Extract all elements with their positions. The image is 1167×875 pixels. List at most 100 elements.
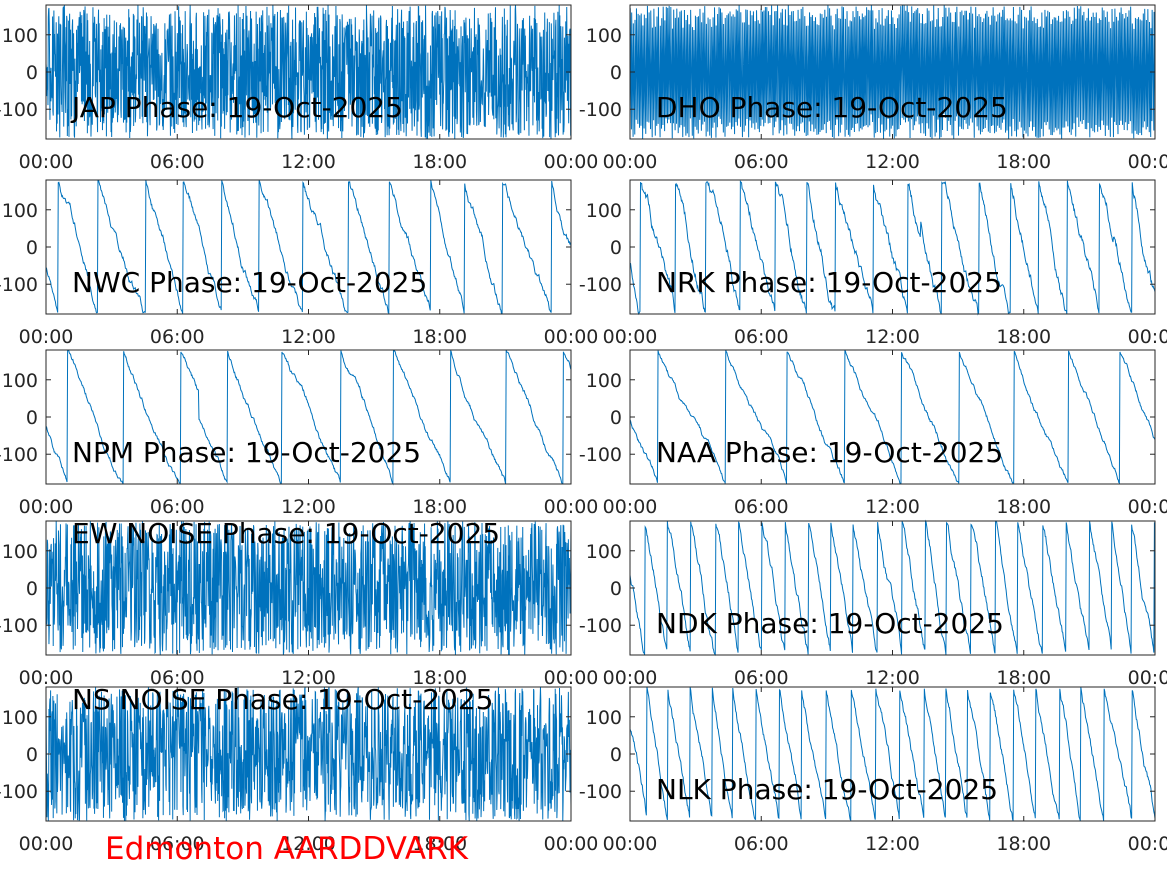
y-tick-label: 100 (586, 541, 622, 563)
y-tick-label: -100 (0, 444, 38, 466)
panel-title-dho: DHO Phase: 19-Oct-2025 (656, 91, 1008, 124)
panel-ns_noise: 100 0 -100 00:00 06:00 12:00 18:00 00:00 NS NOIS… (0, 683, 598, 855)
x-tick-label: 00:00 (544, 667, 599, 689)
x-tick-label: 00:00 (19, 833, 74, 855)
y-tick-label: -100 (579, 99, 622, 121)
x-tick-label: 12:00 (281, 151, 336, 173)
y-tick-label: 0 (610, 237, 622, 259)
panel-title-naa: NAA Phase: 19-Oct-2025 (656, 436, 1003, 469)
x-tick-label: 12:00 (281, 496, 336, 518)
y-tick-label: 0 (610, 578, 622, 600)
y-tick-label: -100 (0, 99, 38, 121)
x-tick-label: 06:00 (734, 151, 789, 173)
series-line-ndk (629, 519, 1156, 657)
x-tick-label: 00:00 (19, 496, 74, 518)
x-tick-label: 18:00 (412, 667, 467, 689)
x-tick-label: 18:00 (412, 151, 467, 173)
x-tick-label: 00:00 (603, 326, 658, 348)
y-tick-label: 100 (2, 200, 38, 222)
panel-title-ew_noise: EW NOISE Phase: 19-Oct-2025 (72, 517, 500, 550)
series-line-naa (629, 349, 1156, 485)
x-tick-label: 06:00 (150, 667, 205, 689)
x-tick-label: 06:00 (150, 496, 205, 518)
y-tick-label: 100 (2, 541, 38, 563)
x-tick-label: 12:00 (281, 667, 336, 689)
y-tick-label: -100 (0, 781, 38, 803)
x-tick-label: 00:00 (603, 151, 658, 173)
y-tick-label: 100 (2, 707, 38, 729)
panel-jap: 100 0 -100 00:00 06:00 12:00 18:00 00:00 JAP Pha… (0, 4, 599, 173)
series-line-dho (629, 5, 1156, 139)
footer-station-label: Edmonton AARDDVARK (105, 831, 469, 867)
x-tick-label: 00:00 (1128, 496, 1167, 518)
x-tick-label: 12:00 (865, 496, 920, 518)
x-tick-label: 00:00 (603, 833, 658, 855)
y-tick-label: 0 (26, 744, 38, 766)
y-tick-label: -100 (579, 781, 622, 803)
x-tick-label: 06:00 (150, 833, 205, 855)
panel-title-nwc: NWC Phase: 19-Oct-2025 (72, 266, 427, 299)
y-tick-label: 0 (610, 744, 622, 766)
panel-title-ndk: NDK Phase: 19-Oct-2025 (656, 607, 1004, 640)
x-tick-label: 12:00 (865, 151, 920, 173)
panel-ew_noise: 100 0 -100 00:00 06:00 12:00 18:00 00:00 EW NOIS… (0, 517, 598, 689)
y-tick-label: 0 (610, 407, 622, 429)
x-tick-label: 00:00 (544, 496, 599, 518)
y-tick-label: 100 (586, 25, 622, 47)
panel-dho: 100 0 -100 00:00 06:00 12:00 18:00 00:00 DHO Pha… (579, 4, 1167, 173)
x-tick-label: 06:00 (734, 833, 789, 855)
x-tick-label: 06:00 (734, 667, 789, 689)
y-tick-label: 0 (26, 237, 38, 259)
y-tick-label: 100 (586, 200, 622, 222)
panel-title-ns_noise: NS NOISE Phase: 19-Oct-2025 (72, 683, 493, 716)
x-tick-label: 06:00 (734, 326, 789, 348)
x-tick-label: 00:00 (603, 496, 658, 518)
panel-title-nrk: NRK Phase: 19-Oct-2025 (656, 266, 1002, 299)
panel-title-nlk: NLK Phase: 19-Oct-2025 (656, 773, 998, 806)
x-tick-label: 00:00 (1128, 326, 1167, 348)
panel-nlk: 100 0 -100 00:00 06:00 12:00 18:00 00:00 NLK Pha… (579, 686, 1167, 855)
x-tick-label: 12:00 (865, 833, 920, 855)
y-tick-label: -100 (579, 615, 622, 637)
x-tick-label: 00:00 (544, 151, 599, 173)
x-tick-label: 00:00 (544, 326, 599, 348)
y-tick-label: 100 (2, 370, 38, 392)
x-tick-label: 00:00 (544, 833, 599, 855)
x-tick-label: 00:00 (603, 667, 658, 689)
panel-title-npm: NPM Phase: 19-Oct-2025 (72, 436, 421, 469)
x-tick-label: 12:00 (281, 833, 336, 855)
x-tick-label: 00:00 (19, 151, 74, 173)
panel-npm: 100 0 -100 00:00 06:00 12:00 18:00 00:00 NPM Pha… (0, 349, 599, 518)
y-tick-label: 100 (586, 707, 622, 729)
y-tick-label: -100 (0, 274, 38, 296)
x-tick-label: 18:00 (412, 496, 467, 518)
x-tick-label: 06:00 (150, 326, 205, 348)
series-line-jap (45, 5, 572, 139)
x-tick-label: 00:00 (1128, 833, 1167, 855)
series-line-npm (45, 349, 572, 486)
panel-nwc: 100 0 -100 00:00 06:00 12:00 18:00 00:00 NWC Pha… (0, 179, 599, 348)
x-tick-label: 18:00 (412, 326, 467, 348)
y-tick-label: 0 (26, 62, 38, 84)
x-tick-label: 00:00 (19, 326, 74, 348)
panel-title-jap: JAP Phase: 19-Oct-2025 (70, 91, 403, 124)
series-line-nwc (45, 179, 572, 315)
y-tick-label: -100 (0, 615, 38, 637)
series-line-ew_noise (45, 521, 572, 655)
x-tick-label: 06:00 (734, 496, 789, 518)
x-tick-label: 18:00 (996, 151, 1051, 173)
y-tick-label: 0 (610, 62, 622, 84)
x-tick-label: 12:00 (281, 326, 336, 348)
y-tick-label: 0 (26, 578, 38, 600)
x-tick-label: 18:00 (996, 496, 1051, 518)
x-tick-label: 12:00 (865, 326, 920, 348)
series-line-ns_noise (45, 686, 572, 822)
y-tick-label: 100 (2, 25, 38, 47)
x-tick-label: 00:00 (19, 667, 74, 689)
panel-nrk: 100 0 -100 00:00 06:00 12:00 18:00 00:00 NRK Pha… (579, 179, 1167, 348)
phase-panels: 100 0 -100 00:00 06:00 12:00 18:00 00:00 JAP Pha… (0, 4, 1167, 855)
x-tick-label: 18:00 (996, 667, 1051, 689)
x-tick-label: 00:00 (1128, 667, 1167, 689)
series-line-nrk (629, 180, 1156, 316)
